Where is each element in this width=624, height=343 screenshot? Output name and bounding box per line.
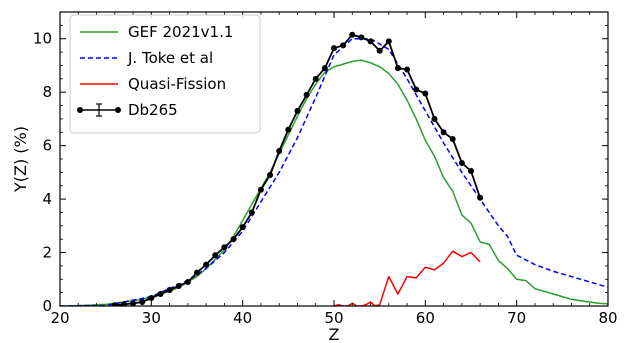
data-point-db265	[148, 294, 155, 301]
x-tick-label: 20	[50, 309, 69, 327]
legend-box	[69, 14, 261, 134]
data-point-db265	[203, 261, 210, 268]
data-point-db265	[331, 45, 337, 52]
data-point-db265	[422, 90, 429, 97]
data-point-db265	[221, 244, 228, 251]
data-point-db265	[139, 298, 146, 305]
data-point-db265	[184, 278, 191, 285]
data-point-db265	[468, 168, 474, 175]
plot-area	[60, 31, 608, 306]
data-point-db265	[477, 194, 484, 201]
data-point-db265	[175, 282, 182, 289]
data-point-db265	[257, 186, 264, 193]
data-point-db265	[312, 75, 319, 82]
legend-label-j-toke-et-al: J. Toke et al	[127, 49, 213, 67]
series-line-quasi-fission	[333, 250, 481, 306]
x-tick-label: 60	[416, 309, 435, 327]
data-point-db265	[340, 42, 347, 49]
data-point-db265	[239, 224, 246, 231]
data-point-db265	[321, 65, 328, 72]
ticks-layer: 20 30 40 50 60 70 80 0 2 4 6 8 10	[33, 11, 618, 327]
data-point-db265	[294, 107, 301, 114]
legend-label-quasi-fission: Quasi-Fission	[128, 75, 226, 93]
data-point-db265	[404, 66, 411, 73]
legend: GEF 2021v1.1 J. Toke et al Quasi-Fission Db…	[69, 14, 261, 134]
data-point-db265	[385, 38, 392, 45]
x-tick-label: 80	[598, 309, 617, 327]
data-point-db265	[394, 65, 401, 72]
data-point-db265	[431, 115, 438, 122]
y-tick-label: 10	[33, 30, 52, 48]
data-point-db265	[230, 236, 237, 243]
legend-label-gef-2021v1-1: GEF 2021v1.1	[128, 23, 233, 41]
data-point-db265	[367, 38, 374, 45]
series-layer	[60, 31, 608, 306]
legend-label-db265: Db265	[128, 101, 178, 119]
legend-marker	[77, 107, 83, 113]
data-point-db265	[358, 34, 365, 41]
legend-marker	[115, 107, 121, 113]
data-point-db265	[120, 301, 127, 306]
y-tick-label: 6	[42, 137, 52, 155]
data-point-db265	[449, 135, 456, 142]
data-point-db265	[376, 47, 383, 54]
x-tick-label: 30	[142, 309, 161, 327]
data-point-db265	[413, 86, 420, 93]
data-point-db265	[267, 172, 274, 179]
data-point-db265	[157, 290, 164, 297]
y-tick-label: 0	[42, 297, 52, 315]
x-tick-label: 70	[507, 309, 526, 327]
data-point-db265	[303, 91, 310, 98]
data-point-db265	[212, 252, 219, 259]
y-tick-label: 8	[42, 83, 52, 101]
data-point-db265	[440, 129, 447, 136]
y-tick-label: 2	[42, 244, 52, 262]
data-point-db265	[285, 126, 292, 133]
data-point-db265	[458, 160, 465, 167]
data-point-db265	[194, 269, 200, 276]
data-point-db265	[166, 286, 173, 293]
series-line-j-toke-et-al	[60, 37, 608, 306]
y-axis-label: Y(Z) (%)	[11, 126, 30, 193]
x-tick-label: 50	[324, 309, 343, 327]
x-tick-label: 40	[233, 309, 252, 327]
data-point-db265	[276, 147, 283, 154]
x-axis-label: Z	[329, 325, 340, 343]
y-tick-label: 4	[42, 190, 52, 208]
data-point-db265	[248, 209, 255, 216]
data-point-db265	[349, 31, 356, 38]
